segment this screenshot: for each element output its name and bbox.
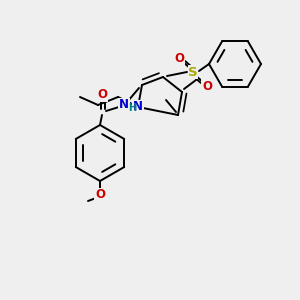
- Text: O: O: [95, 188, 105, 202]
- Text: O: O: [97, 88, 107, 101]
- Text: N: N: [119, 98, 129, 112]
- Text: O: O: [174, 52, 184, 64]
- Text: O: O: [202, 80, 212, 92]
- Text: S: S: [188, 65, 198, 79]
- Text: H: H: [128, 103, 136, 113]
- Text: N: N: [133, 100, 143, 113]
